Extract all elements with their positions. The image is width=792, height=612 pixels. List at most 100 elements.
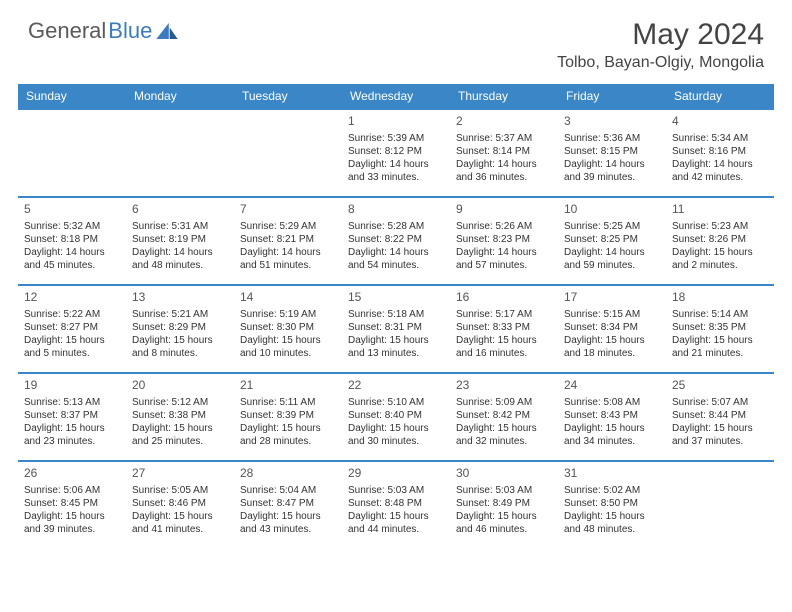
- daylight-line: Daylight: 15 hours and 13 minutes.: [348, 334, 444, 360]
- day-cell: 9Sunrise: 5:26 AMSunset: 8:23 PMDaylight…: [450, 197, 558, 285]
- day-number: 11: [672, 202, 768, 218]
- sunrise-line: Sunrise: 5:14 AM: [672, 308, 768, 321]
- day-number: 26: [24, 466, 120, 482]
- week-row: 12Sunrise: 5:22 AMSunset: 8:27 PMDayligh…: [18, 285, 774, 373]
- daylight-line: Daylight: 14 hours and 54 minutes.: [348, 246, 444, 272]
- sunrise-line: Sunrise: 5:21 AM: [132, 308, 228, 321]
- day-number: 27: [132, 466, 228, 482]
- day-number: 6: [132, 202, 228, 218]
- sunrise-line: Sunrise: 5:05 AM: [132, 484, 228, 497]
- sunrise-line: Sunrise: 5:03 AM: [456, 484, 552, 497]
- sunset-line: Sunset: 8:43 PM: [564, 409, 660, 422]
- day-cell: 27Sunrise: 5:05 AMSunset: 8:46 PMDayligh…: [126, 461, 234, 549]
- week-row: 26Sunrise: 5:06 AMSunset: 8:45 PMDayligh…: [18, 461, 774, 549]
- daylight-line: Daylight: 15 hours and 32 minutes.: [456, 422, 552, 448]
- day-number: 20: [132, 378, 228, 394]
- day-cell: 3Sunrise: 5:36 AMSunset: 8:15 PMDaylight…: [558, 109, 666, 197]
- daylight-line: Daylight: 15 hours and 39 minutes.: [24, 510, 120, 536]
- daylight-line: Daylight: 14 hours and 57 minutes.: [456, 246, 552, 272]
- sunrise-line: Sunrise: 5:02 AM: [564, 484, 660, 497]
- day-header: Tuesday: [234, 84, 342, 109]
- day-header-row: Sunday Monday Tuesday Wednesday Thursday…: [18, 84, 774, 109]
- day-cell: 15Sunrise: 5:18 AMSunset: 8:31 PMDayligh…: [342, 285, 450, 373]
- daylight-line: Daylight: 15 hours and 23 minutes.: [24, 422, 120, 448]
- daylight-line: Daylight: 14 hours and 33 minutes.: [348, 158, 444, 184]
- day-cell: 14Sunrise: 5:19 AMSunset: 8:30 PMDayligh…: [234, 285, 342, 373]
- day-cell: 31Sunrise: 5:02 AMSunset: 8:50 PMDayligh…: [558, 461, 666, 549]
- day-number: 23: [456, 378, 552, 394]
- day-number: 9: [456, 202, 552, 218]
- day-cell: 30Sunrise: 5:03 AMSunset: 8:49 PMDayligh…: [450, 461, 558, 549]
- sunset-line: Sunset: 8:48 PM: [348, 497, 444, 510]
- sunrise-line: Sunrise: 5:12 AM: [132, 396, 228, 409]
- day-number: 29: [348, 466, 444, 482]
- day-cell: 10Sunrise: 5:25 AMSunset: 8:25 PMDayligh…: [558, 197, 666, 285]
- sunrise-line: Sunrise: 5:31 AM: [132, 220, 228, 233]
- sunrise-line: Sunrise: 5:15 AM: [564, 308, 660, 321]
- sunset-line: Sunset: 8:30 PM: [240, 321, 336, 334]
- sunrise-line: Sunrise: 5:22 AM: [24, 308, 120, 321]
- day-header: Wednesday: [342, 84, 450, 109]
- day-number: 22: [348, 378, 444, 394]
- daylight-line: Daylight: 14 hours and 51 minutes.: [240, 246, 336, 272]
- week-row: 19Sunrise: 5:13 AMSunset: 8:37 PMDayligh…: [18, 373, 774, 461]
- day-header: Sunday: [18, 84, 126, 109]
- week-row: 5Sunrise: 5:32 AMSunset: 8:18 PMDaylight…: [18, 197, 774, 285]
- day-number: 28: [240, 466, 336, 482]
- daylight-line: Daylight: 15 hours and 8 minutes.: [132, 334, 228, 360]
- sunset-line: Sunset: 8:49 PM: [456, 497, 552, 510]
- day-cell: 24 Sunrise: 5:08 AMSunset: 8:43 PMDayligh…: [558, 373, 666, 461]
- logo-word-2: Blue: [108, 18, 152, 44]
- sunset-line: Sunset: 8:14 PM: [456, 145, 552, 158]
- sunrise-line: Sunrise: 5:10 AM: [348, 396, 444, 409]
- day-number: 10: [564, 202, 660, 218]
- sunrise-line: Sunrise: 5:13 AM: [24, 396, 120, 409]
- day-number: 15: [348, 290, 444, 306]
- day-number: 7: [240, 202, 336, 218]
- sunrise-line: Sunrise: 5:28 AM: [348, 220, 444, 233]
- sunset-line: Sunset: 8:33 PM: [456, 321, 552, 334]
- day-cell: 13Sunrise: 5:21 AMSunset: 8:29 PMDayligh…: [126, 285, 234, 373]
- day-number: 24: [564, 378, 660, 394]
- header: General Blue May 2024 Tolbo, Bayan-Olgiy…: [0, 0, 792, 76]
- sunset-line: Sunset: 8:42 PM: [456, 409, 552, 422]
- day-cell: 1Sunrise: 5:39 AMSunset: 8:12 PMDaylight…: [342, 109, 450, 197]
- sunset-line: Sunset: 8:19 PM: [132, 233, 228, 246]
- day-cell: [18, 109, 126, 197]
- day-header: Monday: [126, 84, 234, 109]
- week-row: 1Sunrise: 5:39 AMSunset: 8:12 PMDaylight…: [18, 109, 774, 197]
- daylight-line: Daylight: 14 hours and 45 minutes.: [24, 246, 120, 272]
- day-number: 8: [348, 202, 444, 218]
- day-header: Thursday: [450, 84, 558, 109]
- day-number: 17: [564, 290, 660, 306]
- sunrise-line: Sunrise: 5:06 AM: [24, 484, 120, 497]
- daylight-line: Daylight: 15 hours and 34 minutes.: [564, 422, 660, 448]
- daylight-line: Daylight: 14 hours and 36 minutes.: [456, 158, 552, 184]
- sunrise-line: Sunrise: 5:08 AM: [564, 396, 660, 409]
- daylight-line: Daylight: 15 hours and 10 minutes.: [240, 334, 336, 360]
- location-subtitle: Tolbo, Bayan-Olgiy, Mongolia: [557, 54, 764, 72]
- sunrise-line: Sunrise: 5:26 AM: [456, 220, 552, 233]
- logo: General Blue: [28, 18, 178, 44]
- sunset-line: Sunset: 8:46 PM: [132, 497, 228, 510]
- sunrise-line: Sunrise: 5:03 AM: [348, 484, 444, 497]
- day-number: 4: [672, 114, 768, 130]
- day-cell: 11Sunrise: 5:23 AMSunset: 8:26 PMDayligh…: [666, 197, 774, 285]
- sunrise-line: Sunrise: 5:11 AM: [240, 396, 336, 409]
- day-cell: 28Sunrise: 5:04 AMSunset: 8:47 PMDayligh…: [234, 461, 342, 549]
- daylight-line: Daylight: 15 hours and 21 minutes.: [672, 334, 768, 360]
- day-cell: 21Sunrise: 5:11 AMSunset: 8:39 PMDayligh…: [234, 373, 342, 461]
- sunset-line: Sunset: 8:22 PM: [348, 233, 444, 246]
- sunrise-line: Sunrise: 5:36 AM: [564, 132, 660, 145]
- sunset-line: Sunset: 8:47 PM: [240, 497, 336, 510]
- sunrise-line: Sunrise: 5:37 AM: [456, 132, 552, 145]
- sunrise-line: Sunrise: 5:04 AM: [240, 484, 336, 497]
- daylight-line: Daylight: 15 hours and 18 minutes.: [564, 334, 660, 360]
- day-cell: [126, 109, 234, 197]
- daylight-line: Daylight: 15 hours and 5 minutes.: [24, 334, 120, 360]
- sunset-line: Sunset: 8:40 PM: [348, 409, 444, 422]
- sunrise-line: Sunrise: 5:32 AM: [24, 220, 120, 233]
- day-cell: 29Sunrise: 5:03 AMSunset: 8:48 PMDayligh…: [342, 461, 450, 549]
- day-number: 12: [24, 290, 120, 306]
- day-number: 19: [24, 378, 120, 394]
